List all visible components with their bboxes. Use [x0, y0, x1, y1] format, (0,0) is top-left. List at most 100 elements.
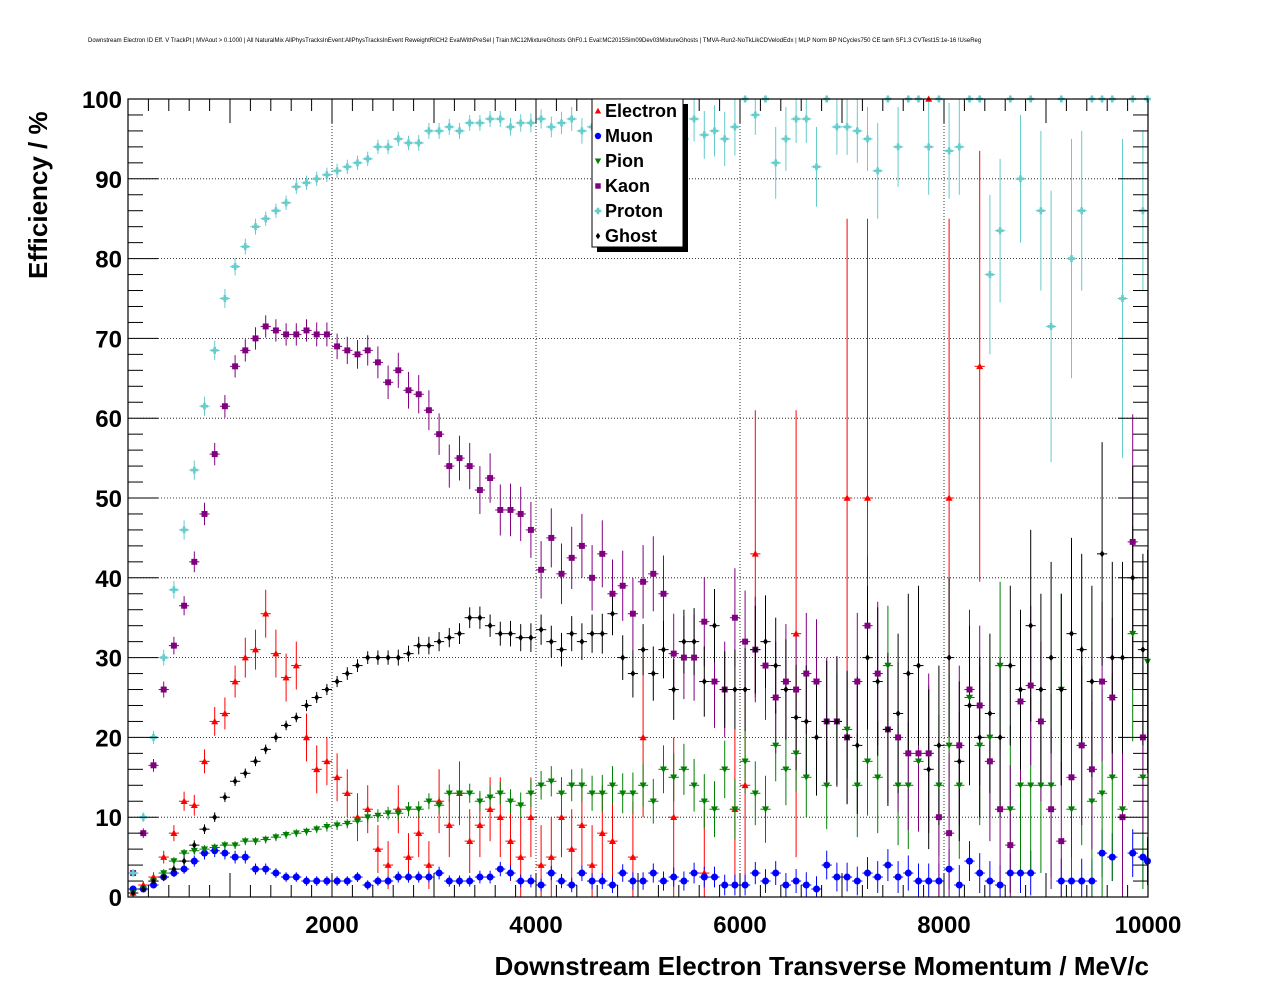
- muon-marker: [1078, 877, 1086, 885]
- ghost-marker: [395, 654, 401, 662]
- muon-marker: [394, 873, 402, 881]
- proton-marker: [221, 295, 229, 302]
- proton-marker: [864, 135, 871, 143]
- proton-marker: [700, 131, 708, 139]
- muon-marker: [231, 853, 239, 861]
- proton-marker: [415, 139, 423, 147]
- muon-marker: [955, 881, 963, 889]
- pion-marker: [598, 790, 606, 797]
- muon-marker: [874, 873, 882, 881]
- ghost-marker: [630, 670, 636, 678]
- legend-entry-ghost: Ghost: [595, 226, 657, 246]
- pion-marker: [160, 870, 168, 877]
- legend-entry-proton: Proton: [594, 201, 663, 221]
- electron-marker: [211, 717, 219, 725]
- ghost-marker: [895, 709, 901, 717]
- pion-marker: [343, 820, 351, 828]
- pion-marker: [507, 798, 514, 805]
- legend-label-proton: Proton: [605, 201, 663, 221]
- muon-marker: [721, 881, 729, 889]
- muon-marker: [639, 877, 647, 885]
- ghost-marker: [671, 686, 677, 694]
- proton-marker: [813, 163, 820, 171]
- electron-marker: [792, 630, 800, 637]
- ghost-marker: [406, 650, 411, 658]
- pion-marker: [670, 774, 678, 781]
- electron-marker: [558, 813, 565, 820]
- y-tick-label: 100: [82, 87, 122, 114]
- electron-marker: [496, 813, 504, 820]
- ghost-marker: [375, 654, 381, 662]
- muon-marker: [354, 873, 361, 881]
- ghost-marker: [355, 662, 360, 670]
- ghost-marker: [987, 709, 993, 717]
- pion-marker: [945, 742, 953, 749]
- muon-marker: [1098, 849, 1106, 857]
- muon-marker: [507, 869, 514, 877]
- proton-marker: [343, 163, 351, 171]
- muon-marker: [558, 877, 565, 885]
- electron-marker: [364, 805, 372, 813]
- muon-marker: [496, 865, 504, 873]
- pion-marker: [496, 790, 504, 797]
- kaon-marker: [1129, 538, 1136, 545]
- ghost-marker: [222, 793, 228, 801]
- ghost-marker: [477, 614, 483, 622]
- ghost-marker: [569, 630, 575, 638]
- electron-marker: [333, 773, 341, 781]
- muon-marker: [313, 877, 321, 885]
- y-tick-label: 90: [95, 167, 122, 194]
- muon-marker: [915, 877, 922, 885]
- proton-marker: [241, 243, 249, 251]
- kaon-marker: [905, 750, 912, 757]
- ghost-marker: [263, 745, 269, 753]
- legend-marker-electron: [594, 107, 602, 114]
- y-tick-label: 80: [95, 247, 122, 274]
- electron-marker: [476, 821, 484, 828]
- electron-marker: [598, 829, 606, 836]
- ghost-marker: [181, 857, 187, 865]
- muon-marker: [1129, 849, 1137, 857]
- kaon-marker: [466, 463, 473, 470]
- muon-marker: [282, 873, 290, 881]
- pion-marker: [639, 782, 647, 789]
- kaon-marker: [313, 331, 320, 338]
- muon-marker: [252, 865, 259, 873]
- kaon-marker: [334, 343, 341, 350]
- pion-marker: [884, 662, 892, 670]
- kaon-marker: [691, 654, 698, 661]
- muon-marker: [435, 869, 443, 877]
- kaon-marker: [711, 678, 718, 685]
- proton-marker: [364, 155, 372, 163]
- muon-marker: [292, 873, 300, 881]
- proton-marker: [466, 119, 474, 127]
- kaon-marker: [374, 359, 381, 366]
- pion-marker: [241, 838, 249, 845]
- ghost-marker: [793, 713, 799, 721]
- kaon-marker: [558, 570, 565, 577]
- electron-marker: [190, 801, 198, 809]
- pion-marker: [792, 750, 800, 757]
- muon-marker: [833, 873, 841, 881]
- proton-marker: [1078, 207, 1086, 215]
- pion-marker: [1068, 806, 1075, 813]
- muon-marker: [364, 881, 372, 889]
- ghost-marker: [1140, 646, 1146, 654]
- legend-label-pion: Pion: [605, 151, 644, 171]
- kaon-marker: [425, 407, 432, 414]
- kaon-marker: [221, 403, 228, 410]
- proton-marker: [456, 127, 463, 135]
- ghost-marker: [681, 638, 687, 646]
- ghost-marker: [773, 662, 779, 670]
- proton-marker: [874, 167, 882, 175]
- pion-marker: [802, 774, 810, 781]
- electron-marker: [292, 662, 300, 669]
- pion-marker: [1037, 782, 1045, 789]
- electron-marker: [629, 853, 637, 860]
- pion-marker: [313, 826, 321, 833]
- pion-marker: [1139, 774, 1147, 781]
- proton-marker: [405, 139, 412, 147]
- ghost-marker: [885, 725, 891, 733]
- pion-marker: [731, 806, 739, 813]
- pion-marker: [476, 798, 484, 805]
